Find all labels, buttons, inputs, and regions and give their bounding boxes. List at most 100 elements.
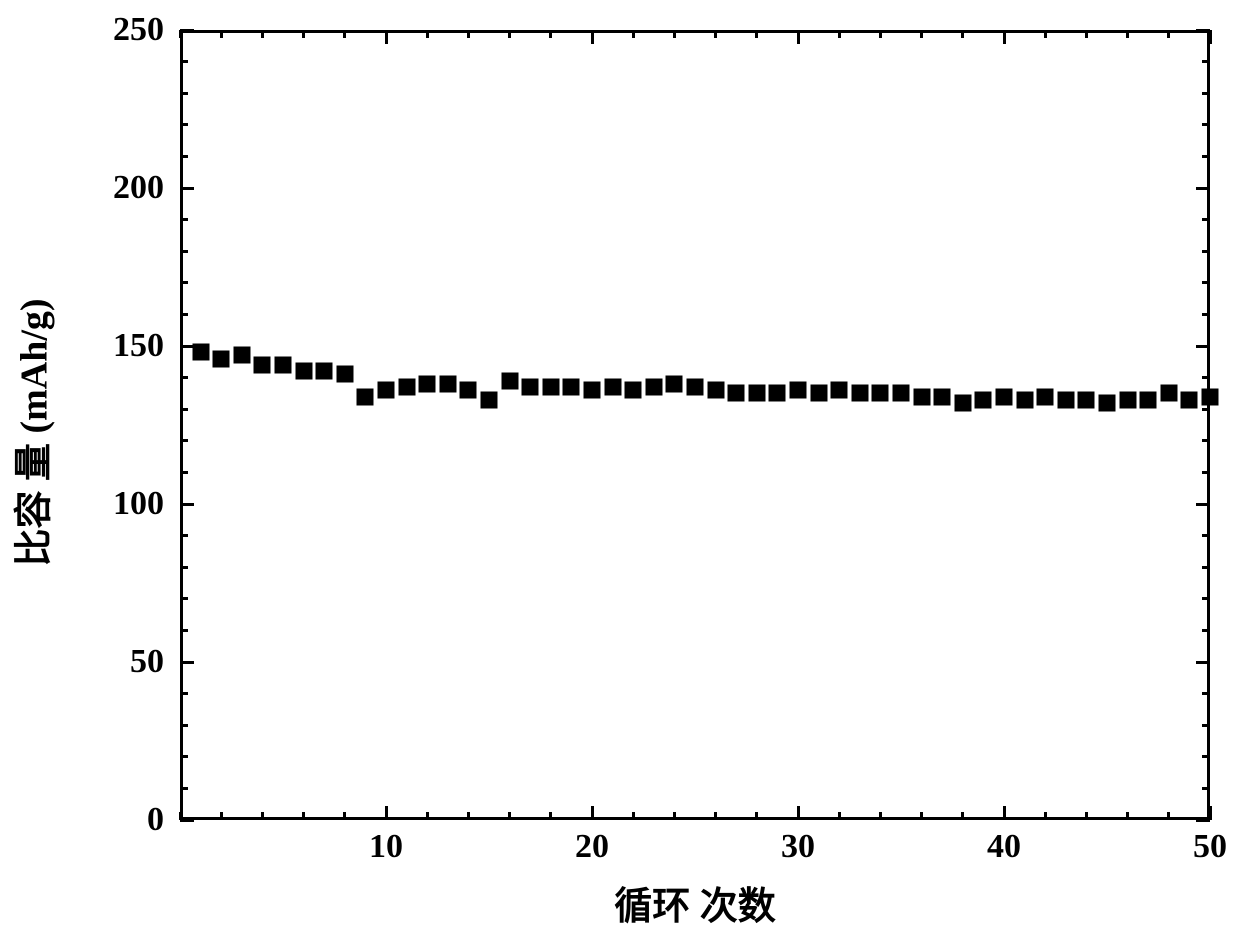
data-point xyxy=(748,385,765,402)
x-minor-tick xyxy=(838,30,841,38)
data-point xyxy=(295,363,312,380)
y-minor-tick xyxy=(180,566,188,569)
x-tick-label: 10 xyxy=(369,828,403,866)
data-point xyxy=(954,394,971,411)
data-point xyxy=(831,382,848,399)
data-point xyxy=(378,382,395,399)
y-minor-tick xyxy=(180,218,188,221)
x-major-tick xyxy=(591,806,594,820)
x-minor-tick xyxy=(261,812,264,820)
y-minor-tick xyxy=(180,250,188,253)
y-major-tick xyxy=(180,503,194,506)
data-point xyxy=(336,366,353,383)
x-major-tick xyxy=(591,30,594,44)
data-point xyxy=(1140,391,1157,408)
y-minor-tick xyxy=(1202,313,1210,316)
x-axis-label: 循环 次数 xyxy=(545,875,845,930)
y-tick-label: 0 xyxy=(94,801,164,839)
data-point xyxy=(254,356,271,373)
x-major-tick xyxy=(1209,30,1212,44)
y-major-tick xyxy=(1196,661,1210,664)
data-point xyxy=(192,344,209,361)
data-point xyxy=(769,385,786,402)
data-point xyxy=(666,375,683,392)
data-point xyxy=(563,379,580,396)
data-point xyxy=(1016,391,1033,408)
y-major-tick xyxy=(1196,345,1210,348)
y-minor-tick xyxy=(1202,597,1210,600)
y-minor-tick xyxy=(1202,92,1210,95)
x-major-tick xyxy=(797,30,800,44)
x-minor-tick xyxy=(549,812,552,820)
data-point xyxy=(233,347,250,364)
x-minor-tick xyxy=(302,812,305,820)
y-minor-tick xyxy=(180,408,188,411)
y-minor-tick xyxy=(180,313,188,316)
data-point xyxy=(1119,391,1136,408)
x-minor-tick xyxy=(1167,30,1170,38)
y-minor-tick xyxy=(180,155,188,158)
data-point xyxy=(625,382,642,399)
y-minor-tick xyxy=(180,376,188,379)
y-minor-tick xyxy=(1202,787,1210,790)
data-point xyxy=(419,375,436,392)
y-tick-label: 250 xyxy=(94,11,164,49)
y-minor-tick xyxy=(180,60,188,63)
y-minor-tick xyxy=(1202,629,1210,632)
x-minor-tick xyxy=(261,30,264,38)
y-minor-tick xyxy=(180,724,188,727)
x-minor-tick xyxy=(879,812,882,820)
y-minor-tick xyxy=(180,123,188,126)
y-minor-tick xyxy=(180,755,188,758)
y-minor-tick xyxy=(180,471,188,474)
x-minor-tick xyxy=(1085,30,1088,38)
y-major-tick xyxy=(180,187,194,190)
x-major-tick xyxy=(1003,30,1006,44)
data-point xyxy=(1160,385,1177,402)
x-minor-tick xyxy=(755,30,758,38)
x-minor-tick xyxy=(549,30,552,38)
data-point xyxy=(1181,391,1198,408)
data-point xyxy=(481,391,498,408)
data-point xyxy=(398,379,415,396)
data-point xyxy=(542,379,559,396)
chart-container: 1020304050 050100150200250 循环 次数 比容 量 (m… xyxy=(0,0,1240,945)
x-major-tick xyxy=(385,30,388,44)
x-tick-label: 30 xyxy=(781,828,815,866)
data-point xyxy=(851,385,868,402)
y-axis-label: 比容 量 (mAh/g) xyxy=(3,233,58,633)
y-minor-tick xyxy=(180,692,188,695)
data-point xyxy=(460,382,477,399)
x-minor-tick xyxy=(426,30,429,38)
data-point xyxy=(687,379,704,396)
data-point xyxy=(316,363,333,380)
x-minor-tick xyxy=(961,30,964,38)
x-tick-label: 50 xyxy=(1193,828,1227,866)
data-point xyxy=(996,388,1013,405)
x-minor-tick xyxy=(426,812,429,820)
x-minor-tick xyxy=(961,812,964,820)
y-minor-tick xyxy=(1202,60,1210,63)
data-point xyxy=(584,382,601,399)
x-tick-label: 40 xyxy=(987,828,1021,866)
x-minor-tick xyxy=(1085,812,1088,820)
data-point xyxy=(439,375,456,392)
x-minor-tick xyxy=(467,30,470,38)
data-point xyxy=(707,382,724,399)
x-minor-tick xyxy=(1167,812,1170,820)
y-minor-tick xyxy=(180,534,188,537)
y-minor-tick xyxy=(180,787,188,790)
x-tick-label: 20 xyxy=(575,828,609,866)
y-minor-tick xyxy=(1202,692,1210,695)
x-minor-tick xyxy=(632,812,635,820)
data-point xyxy=(645,379,662,396)
x-minor-tick xyxy=(714,812,717,820)
y-minor-tick xyxy=(1202,281,1210,284)
data-point xyxy=(790,382,807,399)
x-major-tick xyxy=(797,806,800,820)
x-minor-tick xyxy=(632,30,635,38)
data-point xyxy=(501,372,518,389)
y-minor-tick xyxy=(180,597,188,600)
plot-area xyxy=(180,30,1210,820)
y-minor-tick xyxy=(1202,218,1210,221)
